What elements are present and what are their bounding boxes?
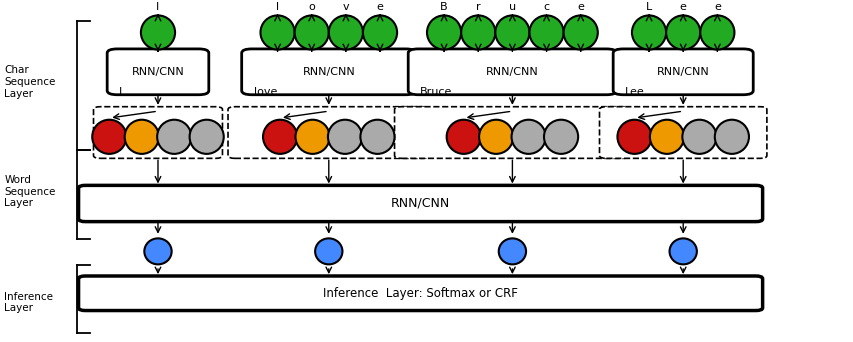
Ellipse shape — [157, 120, 191, 154]
Ellipse shape — [295, 120, 329, 154]
Ellipse shape — [260, 15, 294, 50]
Ellipse shape — [461, 15, 495, 50]
Ellipse shape — [363, 15, 397, 50]
Ellipse shape — [360, 120, 394, 154]
Text: e: e — [376, 2, 383, 12]
Text: l: l — [276, 2, 279, 12]
Text: RNN/CNN: RNN/CNN — [131, 67, 184, 77]
FancyBboxPatch shape — [408, 49, 616, 95]
Ellipse shape — [328, 120, 362, 154]
Text: Inference
Layer: Inference Layer — [4, 292, 53, 314]
Text: RNN/CNN: RNN/CNN — [656, 67, 709, 77]
Ellipse shape — [682, 120, 716, 154]
Ellipse shape — [511, 120, 545, 154]
FancyBboxPatch shape — [93, 107, 222, 158]
Text: r: r — [475, 2, 480, 12]
FancyBboxPatch shape — [394, 107, 630, 158]
Ellipse shape — [144, 238, 171, 264]
Text: Inference  Layer: Softmax or CRF: Inference Layer: Softmax or CRF — [322, 287, 518, 300]
FancyBboxPatch shape — [228, 107, 429, 158]
Ellipse shape — [446, 120, 480, 154]
Ellipse shape — [426, 15, 461, 50]
Ellipse shape — [294, 15, 328, 50]
Text: I: I — [119, 88, 122, 97]
Ellipse shape — [92, 120, 126, 154]
Ellipse shape — [665, 15, 699, 50]
Text: v: v — [342, 2, 349, 12]
Ellipse shape — [529, 15, 563, 50]
Text: love: love — [253, 88, 276, 97]
Ellipse shape — [315, 238, 342, 264]
Ellipse shape — [189, 120, 223, 154]
FancyBboxPatch shape — [78, 276, 762, 311]
Ellipse shape — [141, 15, 175, 50]
Ellipse shape — [543, 120, 577, 154]
Text: e: e — [679, 2, 686, 12]
Text: Bruce: Bruce — [420, 88, 452, 97]
Text: L: L — [645, 2, 652, 12]
Ellipse shape — [649, 120, 683, 154]
Ellipse shape — [498, 238, 525, 264]
Ellipse shape — [631, 15, 665, 50]
Ellipse shape — [714, 120, 748, 154]
Text: RNN/CNN: RNN/CNN — [302, 67, 355, 77]
Text: RNN/CNN: RNN/CNN — [485, 67, 538, 77]
Text: I: I — [156, 2, 160, 12]
Text: Char
Sequence
Layer: Char Sequence Layer — [4, 65, 55, 99]
Ellipse shape — [328, 15, 363, 50]
FancyBboxPatch shape — [599, 107, 766, 158]
Ellipse shape — [263, 120, 297, 154]
Ellipse shape — [563, 15, 597, 50]
Text: B: B — [440, 2, 447, 12]
Ellipse shape — [125, 120, 159, 154]
FancyBboxPatch shape — [78, 185, 762, 222]
Text: e: e — [577, 2, 583, 12]
Ellipse shape — [669, 238, 696, 264]
Text: Word
Sequence
Layer: Word Sequence Layer — [4, 175, 55, 208]
FancyBboxPatch shape — [241, 49, 415, 95]
Ellipse shape — [479, 120, 513, 154]
Ellipse shape — [617, 120, 651, 154]
FancyBboxPatch shape — [612, 49, 752, 95]
Text: o: o — [308, 2, 315, 12]
Text: u: u — [508, 2, 515, 12]
FancyBboxPatch shape — [107, 49, 208, 95]
Text: Lee: Lee — [624, 88, 644, 97]
Ellipse shape — [699, 15, 734, 50]
Ellipse shape — [495, 15, 529, 50]
Text: e: e — [713, 2, 720, 12]
Text: c: c — [543, 2, 549, 12]
Text: RNN/CNN: RNN/CNN — [391, 197, 450, 210]
